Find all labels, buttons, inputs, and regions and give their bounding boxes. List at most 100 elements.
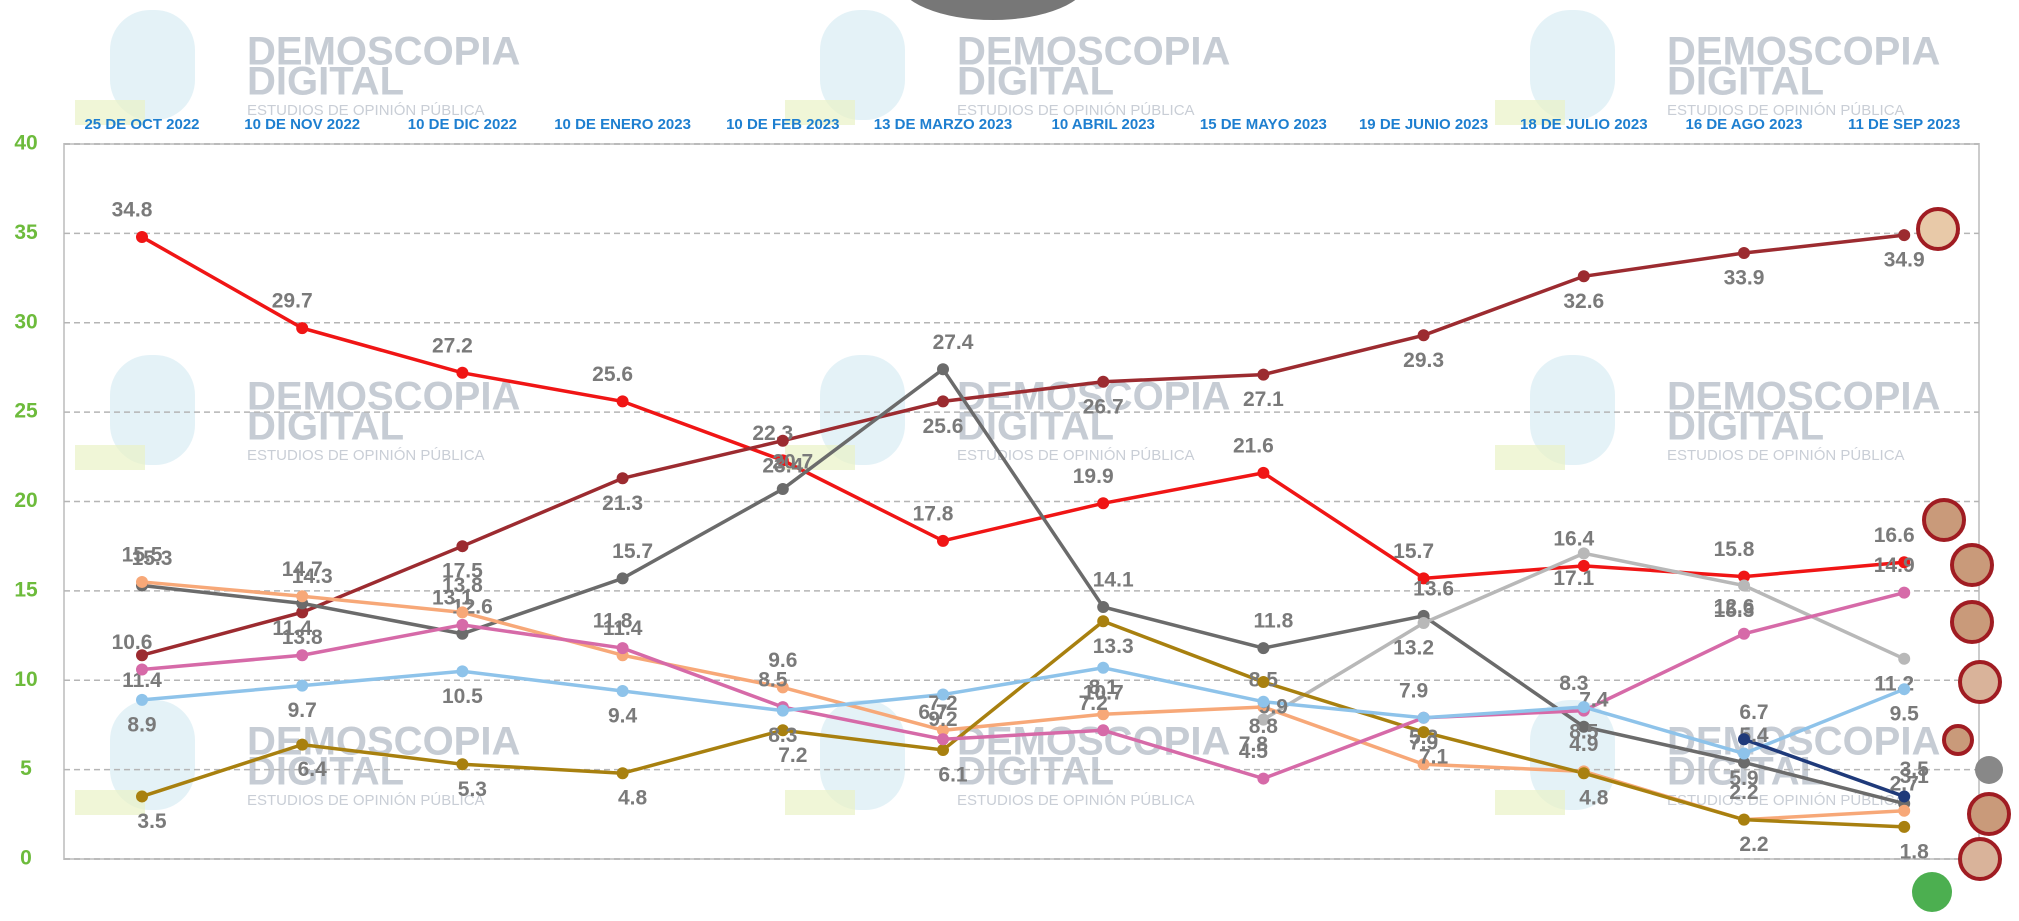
x-tick-label: 18 DE JULIO 2023 bbox=[1520, 116, 1648, 133]
avatar bbox=[1967, 792, 2011, 836]
point bbox=[1577, 720, 1590, 733]
point bbox=[1417, 617, 1430, 630]
avatar bbox=[1950, 543, 1994, 587]
watermark-logo bbox=[1530, 10, 1615, 120]
watermark-text: DIGITAL bbox=[247, 60, 404, 104]
point bbox=[1898, 790, 1911, 803]
x-tick-label: 11 DE SEP 2023 bbox=[1848, 116, 1960, 133]
watermark-text: DEMOSCOPIA bbox=[1667, 375, 1940, 419]
value-label: 5.3 bbox=[458, 778, 487, 801]
value-label: 27.1 bbox=[1243, 388, 1284, 411]
point bbox=[1577, 270, 1590, 283]
value-label: 4.5 bbox=[1239, 740, 1269, 763]
value-label: 27.4 bbox=[933, 331, 974, 354]
value-label: 6.1 bbox=[938, 764, 968, 787]
avatar bbox=[1942, 724, 1974, 756]
x-tick-label: 10 DE FEB 2023 bbox=[726, 116, 839, 133]
point bbox=[1097, 375, 1110, 388]
point bbox=[1898, 683, 1911, 696]
value-label: 8.3 bbox=[768, 724, 797, 747]
y-tick-label: 10 bbox=[14, 668, 37, 691]
watermark-text: DIGITAL bbox=[1667, 60, 1824, 104]
point bbox=[776, 724, 789, 737]
y-tick-label: 35 bbox=[14, 221, 38, 244]
point bbox=[616, 684, 629, 697]
watermark-logo bbox=[785, 100, 855, 125]
x-tick-label: 16 DE AGO 2023 bbox=[1685, 116, 1802, 133]
value-label: 7.9 bbox=[1399, 679, 1428, 702]
y-tick-label: 15 bbox=[14, 578, 38, 601]
watermark-text: DIGITAL bbox=[247, 405, 404, 449]
point bbox=[1417, 726, 1430, 739]
point bbox=[1097, 708, 1110, 721]
point bbox=[456, 606, 469, 619]
point bbox=[456, 366, 469, 379]
value-label: 21.3 bbox=[602, 492, 643, 515]
value-label: 26.7 bbox=[1083, 395, 1124, 418]
avatar bbox=[1958, 660, 2002, 704]
point bbox=[296, 322, 309, 335]
y-tick-label: 30 bbox=[14, 310, 37, 333]
watermark-logo bbox=[820, 355, 905, 465]
point bbox=[937, 363, 949, 376]
value-label: 10.6 bbox=[112, 631, 153, 654]
value-label: 33.9 bbox=[1724, 267, 1765, 290]
x-tick-label: 25 DE OCT 2022 bbox=[84, 116, 199, 133]
watermark-logo bbox=[1495, 100, 1565, 125]
point bbox=[1898, 556, 1911, 569]
value-label: 15.5 bbox=[122, 543, 163, 566]
x-tick-label: 19 DE JUNIO 2023 bbox=[1359, 116, 1488, 133]
value-label: 6.4 bbox=[298, 758, 328, 781]
point bbox=[1257, 772, 1270, 785]
point bbox=[776, 454, 789, 467]
point bbox=[456, 758, 469, 771]
series-line bbox=[141, 619, 1905, 829]
x-tick-label: 13 DE MARZO 2023 bbox=[874, 116, 1012, 133]
watermark-text: ESTUDIOS DE OPINIÓN PÚBLICA bbox=[1667, 102, 1905, 119]
avatar bbox=[1958, 837, 2002, 881]
watermark-text: ESTUDIOS DE OPINIÓN PÚBLICA bbox=[247, 792, 485, 809]
value-label: 23.4 bbox=[762, 454, 803, 477]
point bbox=[1097, 724, 1110, 737]
point bbox=[937, 395, 949, 408]
value-label: 11.4 bbox=[603, 617, 643, 640]
point bbox=[1417, 758, 1430, 771]
x-tick-label: 10 DE NOV 2022 bbox=[244, 116, 360, 133]
point bbox=[1738, 747, 1750, 760]
value-label: 8.8 bbox=[1249, 715, 1279, 738]
value-label: 7.1 bbox=[1419, 746, 1449, 769]
watermark-logo bbox=[110, 700, 195, 810]
point bbox=[456, 627, 469, 640]
watermark-logo bbox=[1530, 355, 1615, 465]
value-label: 11.8 bbox=[593, 610, 633, 633]
point bbox=[136, 575, 148, 588]
value-label: 14.1 bbox=[1093, 569, 1134, 592]
value-label: 3.1 bbox=[1900, 765, 1930, 788]
value-label: 25.6 bbox=[592, 363, 633, 386]
watermark-logo bbox=[75, 100, 145, 125]
point bbox=[1257, 368, 1270, 381]
value-label: 17.1 bbox=[1553, 567, 1594, 590]
watermark-text: DEMOSCOPIA bbox=[247, 375, 520, 419]
point bbox=[296, 590, 309, 603]
value-label: 6.7 bbox=[918, 701, 947, 724]
value-label: 13.1 bbox=[432, 586, 473, 609]
value-label: 16.4 bbox=[1553, 527, 1594, 550]
avatar bbox=[1912, 872, 1952, 912]
value-label: 2.2 bbox=[1739, 833, 1768, 856]
value-label: 11.8 bbox=[1254, 610, 1294, 633]
watermark-logo bbox=[110, 355, 195, 465]
series-line bbox=[141, 233, 1905, 657]
point bbox=[1898, 820, 1911, 833]
value-label: 8.9 bbox=[127, 713, 156, 736]
avatar bbox=[1975, 756, 2003, 784]
watermark-text: DIGITAL bbox=[957, 60, 1114, 104]
point bbox=[296, 649, 309, 662]
watermark-text: DIGITAL bbox=[1667, 405, 1824, 449]
point bbox=[1577, 701, 1590, 714]
watermark-logo bbox=[1495, 445, 1565, 470]
point bbox=[456, 665, 469, 678]
value-label: 29.3 bbox=[1403, 349, 1444, 372]
